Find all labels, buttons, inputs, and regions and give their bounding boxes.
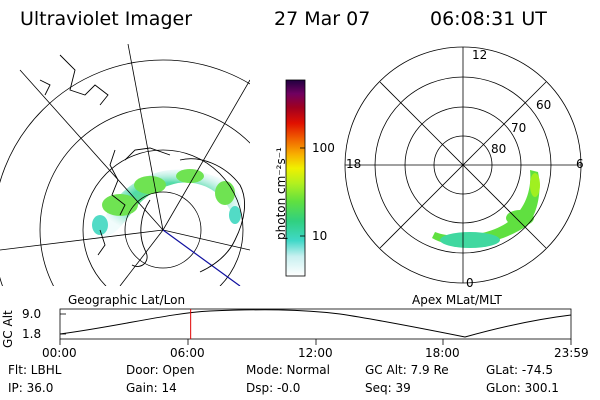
dsp-info: Dsp: -0.0 <box>246 381 301 395</box>
door-info: Door: Open <box>126 363 195 377</box>
mlt-label-6: 6 <box>576 157 584 171</box>
gain-info: Gain: 14 <box>126 381 177 395</box>
colorbar-label-100: 100 <box>312 141 335 155</box>
gc-alt-info: GC Alt: 7.9 Re <box>365 363 449 377</box>
aurora-emission-right <box>432 170 540 248</box>
colorbar-label-10: 10 <box>312 229 328 243</box>
time-tick-0000: 00:00 <box>42 346 77 360</box>
aurora-emission-left <box>92 169 242 237</box>
colorbar-scale <box>285 79 306 277</box>
altitude-plot-frame <box>59 308 572 340</box>
geographic-map <box>0 44 250 286</box>
time-label: 06:08:31 UT <box>430 8 547 30</box>
sun-direction-line <box>162 229 241 286</box>
ip-info: IP: 36.0 <box>8 381 54 395</box>
latitude-circles <box>0 59 250 286</box>
mlat-label-60: 60 <box>536 98 552 112</box>
mlt-lines <box>345 47 581 283</box>
altitude-curve <box>59 309 572 338</box>
time-tick-1800: 18:00 <box>425 346 460 360</box>
time-tick-2359: 23:59 <box>554 346 589 360</box>
coastline <box>39 54 246 273</box>
apex-map <box>344 46 582 284</box>
mlat-label-80: 80 <box>491 142 507 156</box>
date-label: 27 Mar 07 <box>274 8 371 30</box>
mlt-label-0: 0 <box>466 276 474 290</box>
glat-info: GLat: -74.5 <box>486 363 553 377</box>
alt-tick-1-8: 1.8 <box>22 327 42 341</box>
geographic-map-caption: Geographic Lat/Lon <box>68 293 186 307</box>
time-tick-1200: 12:00 <box>298 346 333 360</box>
colorbar-unit-label: photon cm⁻²s⁻¹ <box>274 147 288 240</box>
mlt-label-18: 18 <box>346 157 362 171</box>
altitude-plot <box>59 308 572 345</box>
apex-map-caption: Apex MLat/MLT <box>412 293 502 307</box>
gc-alt-axis-label: GC Alt <box>1 310 15 348</box>
meridian-lines <box>0 44 250 286</box>
filter-info: Flt: LBHL <box>8 363 62 377</box>
instrument-title: Ultraviolet Imager <box>20 8 193 30</box>
alt-tick-9: 9.0 <box>22 307 42 321</box>
time-tick-0600: 06:00 <box>170 346 205 360</box>
mlat-label-70: 70 <box>511 121 527 135</box>
seq-info: Seq: 39 <box>365 381 411 395</box>
mode-info: Mode: Normal <box>246 363 330 377</box>
glon-info: GLon: 300.1 <box>486 381 559 395</box>
mlt-label-12: 12 <box>472 48 488 62</box>
